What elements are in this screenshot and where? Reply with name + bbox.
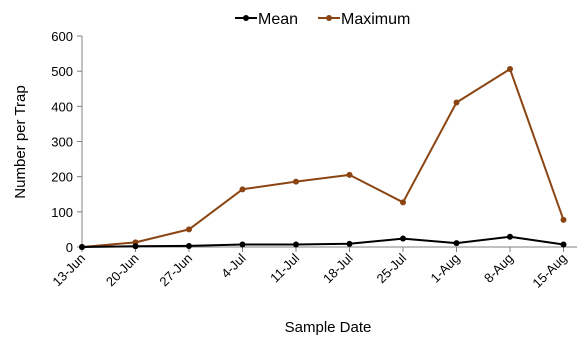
- x-tick-label: 13-Jun: [49, 251, 88, 290]
- x-axis-title: Sample Date: [285, 319, 372, 336]
- maximum-data-point: [346, 171, 353, 178]
- x-tick-label: 1-Aug: [427, 251, 462, 286]
- mean-data-point: [507, 233, 513, 240]
- y-tick-label: 200: [51, 170, 73, 185]
- maximum-data-point: [400, 199, 406, 206]
- mean-data-point: [346, 240, 353, 247]
- maximum-data-point: [507, 66, 513, 73]
- legend: Mean Maximum: [235, 11, 410, 28]
- mean-data-point: [293, 241, 299, 248]
- x-tick-label: 11-Jul: [267, 250, 302, 285]
- mean-data-point: [79, 244, 85, 250]
- mean-data-point: [239, 241, 246, 248]
- y-tick-label: 400: [51, 99, 73, 114]
- x-tick-label: 4-Jul: [218, 250, 249, 281]
- mean-data-point: [132, 243, 139, 250]
- x-tick-label: 18-Jul: [320, 250, 356, 286]
- maximum-data-point: [560, 216, 567, 223]
- maximum-data-point: [186, 226, 192, 233]
- mean-data-point: [453, 240, 460, 247]
- mean-data-point: [186, 242, 192, 249]
- maximum-data-point: [239, 186, 246, 193]
- y-tick-label: 100: [51, 205, 73, 220]
- y-tick-label: 600: [51, 29, 73, 44]
- y-tick-label: 500: [51, 64, 73, 79]
- x-tick-label: 25-Jul: [373, 250, 409, 286]
- y-tick-label: 300: [51, 135, 73, 150]
- x-axis: 13-Jun 20-Jun 27-Jun 4-Jul 11-Jul 18-Jul 25-Ju…: [49, 246, 577, 291]
- y-axis-title: Number per Trap: [12, 85, 29, 198]
- maximum-series-line: [81, 68, 565, 248]
- maximum-legend-marker: [326, 15, 332, 21]
- maximum-legend-label: Maximum: [341, 11, 410, 28]
- maximum-data-point: [453, 99, 460, 106]
- x-tick-label: 27-Jun: [156, 251, 195, 290]
- maximum-data-point: [293, 178, 299, 185]
- mean-data-point: [560, 241, 567, 248]
- series-layer: [79, 66, 567, 250]
- y-tick-label: 0: [66, 240, 73, 255]
- x-tick-label: 8-Aug: [481, 251, 516, 286]
- x-tick-label: 20-Jun: [103, 251, 142, 290]
- y-axis: 0 100 200 300 400 500 600: [51, 29, 83, 255]
- mean-legend-marker: [243, 15, 249, 21]
- mean-data-point: [400, 235, 406, 242]
- mean-series-line: [81, 235, 564, 248]
- x-tick-label: 15-Aug: [529, 251, 569, 291]
- mean-legend-label: Mean: [258, 11, 298, 28]
